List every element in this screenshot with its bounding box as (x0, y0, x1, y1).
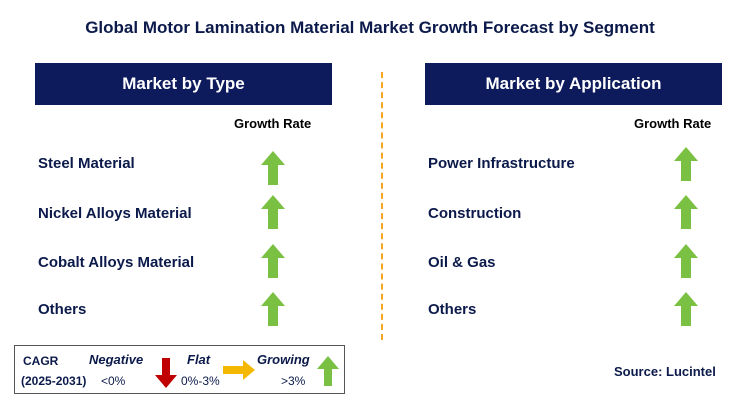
up-arrow-icon (674, 147, 698, 181)
cagr-legend: CAGR (2025-2031) Negative <0% Flat 0%-3%… (14, 345, 345, 394)
up-arrow-icon (261, 292, 285, 326)
legend-cagr-label: CAGR (23, 354, 59, 368)
up-arrow-icon (317, 356, 339, 386)
legend-growing-label: Growing (257, 352, 310, 367)
up-arrow-icon (674, 292, 698, 326)
application-item-others: Others (428, 301, 477, 318)
type-item-others: Others (38, 301, 87, 318)
up-arrow-icon (674, 244, 698, 278)
application-growth-rate-label: Growth Rate (634, 116, 712, 131)
type-item-nickel: Nickel Alloys Material (38, 205, 192, 222)
type-panel-header: Market by Type (35, 63, 332, 105)
legend-negative-label: Negative (89, 352, 144, 367)
panel-divider (381, 72, 383, 340)
application-panel-header: Market by Application (425, 63, 722, 105)
up-arrow-icon (261, 195, 285, 229)
chart-title: Global Motor Lamination Material Market … (85, 18, 655, 37)
type-item-steel: Steel Material (38, 155, 135, 172)
application-item-power: Power Infrastructure (428, 155, 575, 172)
legend-flat-label: Flat (187, 352, 211, 367)
up-arrow-icon (674, 195, 698, 229)
legend-negative-range: <0% (101, 374, 126, 388)
legend-growing-range: >3% (281, 374, 306, 388)
application-item-construction: Construction (428, 205, 522, 222)
type-growth-rate-label: Growth Rate (234, 116, 312, 131)
application-item-oil-gas: Oil & Gas (428, 254, 496, 271)
down-arrow-icon (155, 358, 177, 388)
up-arrow-icon (261, 244, 285, 278)
source-label: Source: Lucintel (614, 364, 716, 379)
legend-flat-range: 0%-3% (181, 374, 220, 388)
right-arrow-icon (223, 360, 255, 380)
up-arrow-icon (261, 151, 285, 185)
type-item-cobalt: Cobalt Alloys Material (38, 254, 195, 271)
legend-period: (2025-2031) (21, 374, 87, 388)
